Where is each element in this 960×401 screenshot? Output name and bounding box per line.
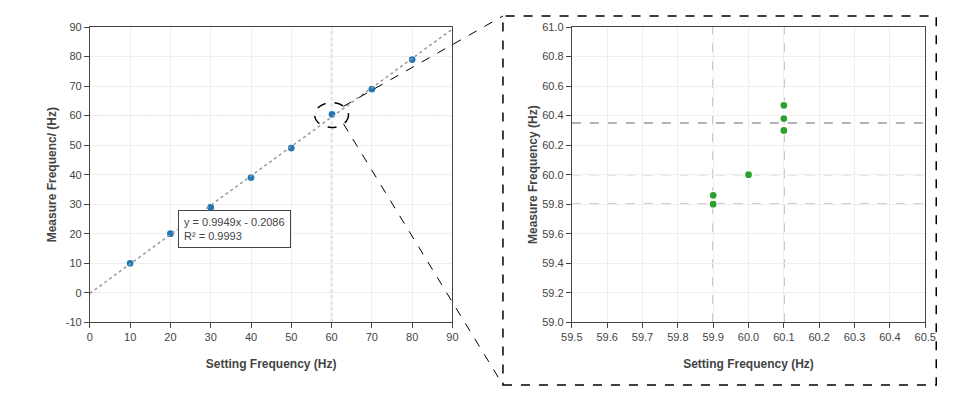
svg-text:61.0: 61.0 — [542, 21, 563, 33]
svg-text:70: 70 — [69, 80, 81, 92]
svg-text:0: 0 — [76, 287, 82, 299]
svg-text:60.5: 60.5 — [915, 331, 936, 343]
svg-text:50: 50 — [69, 139, 81, 151]
svg-text:60.6: 60.6 — [542, 80, 563, 92]
svg-text:59.8: 59.8 — [542, 198, 563, 210]
svg-text:60: 60 — [69, 109, 81, 121]
svg-text:40: 40 — [69, 169, 81, 181]
svg-text:60.2: 60.2 — [542, 139, 563, 151]
svg-text:90: 90 — [446, 331, 458, 343]
svg-text:40: 40 — [245, 331, 257, 343]
svg-text:60.0: 60.0 — [542, 169, 563, 181]
svg-text:80: 80 — [406, 331, 418, 343]
svg-text:59.0: 59.0 — [542, 316, 563, 328]
svg-text:30: 30 — [69, 198, 81, 210]
svg-text:Setting Frequency (Hz): Setting Frequency (Hz) — [683, 357, 814, 371]
svg-text:90: 90 — [69, 21, 81, 33]
svg-text:Measure Frequenc/ (Hz): Measure Frequenc/ (Hz) — [45, 107, 59, 242]
svg-text:0: 0 — [87, 331, 93, 343]
svg-text:59.9: 59.9 — [702, 331, 723, 343]
svg-text:59.4: 59.4 — [542, 257, 563, 269]
svg-text:60.2: 60.2 — [808, 331, 829, 343]
svg-text:Setting Frequency (Hz): Setting Frequency (Hz) — [206, 357, 337, 371]
svg-text:60.3: 60.3 — [844, 331, 865, 343]
svg-text:10: 10 — [69, 257, 81, 269]
svg-text:59.6: 59.6 — [542, 228, 563, 240]
svg-text:59.6: 59.6 — [596, 331, 617, 343]
svg-text:60.4: 60.4 — [879, 331, 900, 343]
svg-text:60.1: 60.1 — [773, 331, 794, 343]
svg-text:80: 80 — [69, 50, 81, 62]
svg-text:20: 20 — [164, 331, 176, 343]
svg-text:60: 60 — [325, 331, 337, 343]
svg-text:60.0: 60.0 — [738, 331, 759, 343]
svg-text:50: 50 — [285, 331, 297, 343]
svg-text:59.5: 59.5 — [561, 331, 582, 343]
svg-text:Measure Frequency (Hz): Measure Frequency (Hz) — [526, 105, 540, 244]
svg-text:10: 10 — [124, 331, 136, 343]
svg-text:70: 70 — [366, 331, 378, 343]
svg-text:60.4: 60.4 — [542, 109, 563, 121]
svg-text:y = 0.9949x - 0.2086R² = 0.999: y = 0.9949x - 0.2086R² = 0.9993 — [184, 216, 285, 242]
svg-text:59.7: 59.7 — [632, 331, 653, 343]
svg-text:-10: -10 — [66, 316, 82, 328]
svg-text:60.8: 60.8 — [542, 50, 563, 62]
svg-text:30: 30 — [205, 331, 217, 343]
svg-text:59.2: 59.2 — [542, 287, 563, 299]
svg-text:20: 20 — [69, 228, 81, 240]
svg-text:59.8: 59.8 — [667, 331, 688, 343]
